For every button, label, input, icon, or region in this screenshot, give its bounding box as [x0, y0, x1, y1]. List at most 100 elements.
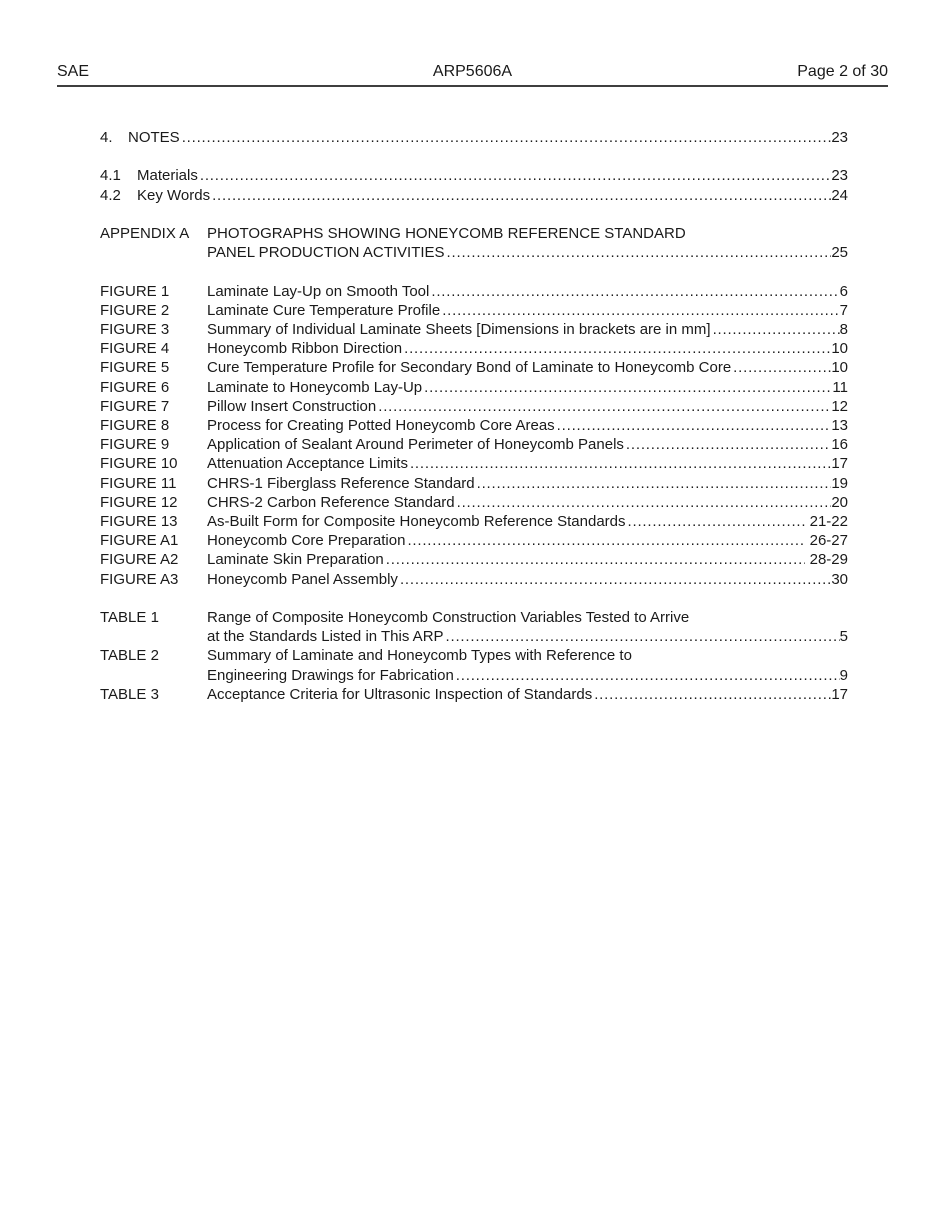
toc-entry-page-number: 11 [832, 378, 848, 396]
toc-entry-page-number: 13 [831, 417, 848, 434]
toc-entry-label: TABLE 1 [100, 609, 159, 627]
toc-entry-title: Honeycomb Ribbon Direction [207, 340, 403, 358]
toc-entry-title: PANEL PRODUCTION ACTIVITIES [207, 244, 445, 262]
toc-entry-page-number: 7 [839, 301, 848, 319]
toc-dot-leader: ........................................… [712, 320, 840, 338]
toc-entry-title: Key Words [137, 186, 211, 204]
toc-entry-page-number: 6 [839, 282, 848, 300]
toc-entry-line: FIGURE 7 Pillow Insert Construction......… [100, 397, 848, 416]
toc-entry-page-number: 10 [831, 359, 848, 377]
toc-entry-label: FIGURE A1 [100, 532, 179, 550]
toc-entry-line: 4.1 Materials............................… [100, 166, 848, 185]
toc-entry-line: FIGURE 1 Laminate Lay-Up on Smooth Tool..… [100, 282, 848, 301]
toc-dot-leader: ........................................… [556, 417, 832, 434]
toc-entry-title: Engineering Drawings for Fabrication [207, 666, 454, 684]
toc-entry-line: TABLE 1 Range of Composite Honeycomb Cons… [100, 608, 848, 627]
toc-dot-leader: ........................................… [385, 551, 806, 569]
toc-entry-line: FIGURE 4 Honeycomb Ribbon Direction......… [100, 339, 848, 358]
toc-entry-label: 4.1 [100, 167, 121, 185]
toc-entry-title: Laminate Lay-Up on Smooth Tool [207, 282, 430, 300]
toc-dot-leader: ........................................… [404, 340, 832, 358]
header-organization: SAE [57, 63, 90, 80]
toc-entry-page-number: 17 [831, 685, 848, 703]
toc-entry-title: Range of Composite Honeycomb Constructio… [207, 609, 690, 627]
toc-entry-page-number: 12 [831, 397, 848, 415]
toc-entry-page-number: 25 [831, 244, 848, 262]
toc-entry-title: Honeycomb Core Preparation [207, 532, 406, 550]
toc-section-figures: FIGURE 1 Laminate Lay-Up on Smooth Tool..… [100, 282, 848, 589]
toc-entry-line: FIGURE 3 Summary of Individual Laminate S… [100, 320, 848, 339]
toc-entry-title: Laminate to Honeycomb Lay-Up [207, 378, 423, 396]
toc-entry-line: TABLE 2 Summary of Laminate and Honeycomb… [100, 646, 848, 665]
toc-entry-label: FIGURE 6 [100, 378, 170, 396]
toc-entry-label: FIGURE 5 [100, 359, 170, 377]
toc-dot-leader: ........................................… [456, 493, 832, 511]
toc-entry-line: APPENDIX A PHOTOGRAPHS SHOWING HONEYCOMB … [100, 224, 848, 243]
toc-entry-label: FIGURE 7 [100, 397, 170, 415]
toc-dot-leader: ........................................… [399, 570, 832, 588]
toc-dot-leader: ........................................… [442, 301, 840, 319]
toc-entry-title: Summary of Laminate and Honeycomb Types … [207, 647, 632, 665]
toc-entry-title: As-Built Form for Composite Honeycomb Re… [207, 513, 626, 531]
toc-entry-label: FIGURE A3 [100, 570, 179, 588]
toc-entry-line: FIGURE 2 Laminate Cure Temperature Profil… [100, 301, 848, 320]
toc-section-appendix: APPENDIX A PHOTOGRAPHS SHOWING HONEYCOMB … [100, 224, 848, 262]
toc-entry-label: FIGURE 2 [100, 301, 170, 319]
toc-entry-page-number: 20 [831, 493, 848, 511]
toc-entry-title: at the Standards Listed in This ARP [207, 628, 444, 646]
toc-entry-title: Laminate Cure Temperature Profile [207, 301, 441, 319]
toc-entry-page-number: 17 [831, 455, 848, 473]
toc-entry-label: TABLE 3 [100, 685, 159, 703]
toc-dot-leader: ........................................… [424, 378, 832, 396]
toc-entry-page-number: 26-27 [805, 532, 848, 550]
toc-entry-line: FIGURE A3 Honeycomb Panel Assembly.......… [100, 570, 848, 589]
toc-entry-page-number: 16 [831, 436, 848, 454]
toc-entry-title: NOTES [128, 129, 180, 146]
toc-entry-title: Cure Temperature Profile for Secondary B… [207, 359, 732, 377]
header-document-number: ARP5606A [432, 63, 513, 80]
toc-dot-leader: ........................................… [199, 167, 831, 185]
toc-entry-label: FIGURE A2 [100, 551, 179, 569]
toc-dot-leader: ........................................… [212, 186, 831, 204]
toc-entry-page-number: 10 [831, 340, 848, 358]
toc-entry-title: Application of Sealant Around Perimeter … [207, 436, 624, 454]
toc-entry-title: Process for Creating Potted Honeycomb Co… [207, 417, 555, 434]
toc-entry-line: FIGURE 10 Attenuation Acceptance Limits..… [100, 454, 848, 473]
toc-dot-leader: ........................................… [431, 282, 839, 300]
toc-dot-leader: ........................................… [625, 436, 831, 454]
toc-entry-label: FIGURE 12 [100, 493, 178, 511]
toc-entry-label: FIGURE 13 [100, 513, 178, 531]
toc-entry-title: Honeycomb Panel Assembly [207, 570, 398, 588]
toc-dot-leader: ........................................… [407, 532, 806, 550]
toc-entry-line: FIGURE 5 Cure Temperature Profile for Sec… [100, 358, 848, 377]
toc-dot-leader: ........................................… [733, 359, 832, 377]
toc-entry-label: 4. [100, 129, 113, 146]
toc-entry-line: 4. NOTES.................................… [100, 128, 848, 147]
toc-entry-label: FIGURE 4 [100, 340, 170, 358]
table-of-contents: 4. NOTES.................................… [100, 128, 848, 704]
toc-entry-line: FIGURE 8 Process for Creating Potted Hone… [100, 416, 848, 435]
toc-entry-title: CHRS-2 Carbon Reference Standard [207, 493, 455, 511]
toc-entry-line: FIGURE 6 Laminate to Honeycomb Lay-Up....… [100, 378, 848, 397]
toc-section-notes-subitems: 4.1 Materials............................… [100, 166, 848, 204]
toc-entry-label: FIGURE 11 [100, 474, 177, 492]
toc-dot-leader: ........................................… [181, 129, 832, 146]
toc-section-tables: TABLE 1 Range of Composite Honeycomb Cons… [100, 608, 848, 704]
toc-entry-line: FIGURE 12 CHRS-2 Carbon Reference Standar… [100, 493, 848, 512]
toc-dot-leader: ........................................… [409, 455, 832, 473]
toc-entry-page-number: 23 [831, 129, 848, 146]
toc-entry-line: FIGURE 13 As-Built Form for Composite Hon… [100, 512, 848, 531]
toc-dot-leader: ........................................… [445, 628, 840, 646]
toc-entry-page-number: 23 [831, 167, 848, 185]
toc-entry-page-number: 5 [839, 628, 848, 646]
page-header: SAE ARP5606A Page 2 of 30 [57, 62, 888, 87]
toc-entry-title: Attenuation Acceptance Limits [207, 455, 408, 473]
toc-entry-label: FIGURE 1 [100, 282, 170, 300]
toc-entry-line: FIGURE 11 CHRS-1 Fiberglass Reference Sta… [100, 474, 848, 493]
toc-entry-line: at the Standards Listed in This ARP.....… [100, 627, 848, 646]
toc-entry-label: 4.2 [100, 186, 121, 204]
toc-entry-label: FIGURE 9 [100, 436, 170, 454]
toc-entry-page-number: 30 [831, 570, 848, 588]
toc-entry-label: APPENDIX A [100, 224, 190, 242]
